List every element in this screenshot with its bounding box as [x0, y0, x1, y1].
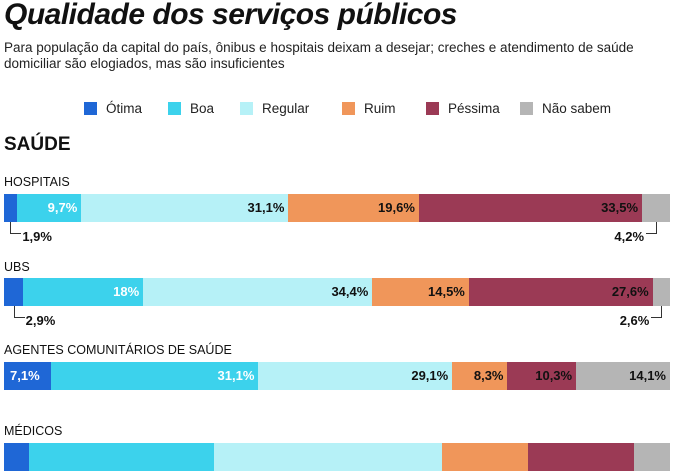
bar-row [4, 443, 670, 471]
bar-segment [258, 362, 453, 390]
legend-item: Péssima [426, 99, 500, 117]
chart-subtitle: Para população da capital do país, ônibu… [4, 40, 634, 71]
callout-value: 1,9% [22, 229, 52, 244]
value-label: 10,3% [535, 368, 573, 383]
bar-row [4, 362, 670, 390]
legend-swatch [520, 101, 533, 115]
bar-segment [507, 362, 577, 390]
bar-segment [576, 362, 670, 390]
bar-segment [418, 194, 643, 222]
row-label: AGENTES COMUNITÁRIOS DE SAÚDE [4, 343, 232, 357]
legend-item: Ótima [84, 99, 142, 117]
bar-segment [4, 362, 52, 390]
value-label: 34,4% [331, 284, 369, 299]
legend-label: Boa [190, 100, 215, 116]
legend-label: Ótima [106, 100, 143, 116]
legend-item: Boa [168, 99, 214, 117]
callout-value: 4,2% [614, 229, 645, 244]
bar-segment [214, 443, 443, 471]
callout-bracket [13, 306, 25, 318]
legend-item: Não sabem [520, 99, 611, 117]
legend-swatch [342, 101, 355, 115]
value-label: 7,1% [10, 368, 40, 383]
value-label: 18% [113, 284, 140, 299]
callout-value: 2,9% [25, 313, 56, 328]
bar-segment [28, 443, 215, 471]
bar-segment [642, 194, 670, 222]
callout-value: 2,6% [619, 313, 650, 328]
legend-label: Regular [262, 100, 310, 116]
bar-segment [16, 194, 82, 222]
value-label: 19,6% [378, 200, 415, 215]
value-label: 33,5% [601, 200, 639, 215]
bar-segment [442, 443, 528, 471]
value-label: 31,1% [217, 368, 255, 383]
bar-row [4, 194, 670, 222]
row-label: HOSPITAIS [4, 175, 70, 189]
value-label: 29,1% [411, 368, 449, 383]
legend-swatch [240, 101, 253, 115]
bar-segment [143, 278, 373, 306]
bar-segment [468, 278, 653, 306]
section-title: SAÚDE [4, 134, 71, 155]
bar-row [4, 278, 670, 306]
bar-segment [452, 362, 508, 390]
bar-segment [4, 278, 24, 306]
bar-segment [527, 443, 635, 471]
callout-bracket [646, 222, 657, 234]
legend-label: Péssima [448, 100, 500, 116]
bar-segment [288, 194, 419, 222]
legend-label: Ruim [364, 100, 396, 116]
bar-segment [23, 278, 144, 306]
value-label: 31,1% [247, 200, 285, 215]
callout-bracket [651, 306, 663, 318]
bar-segment [4, 194, 17, 222]
legend-item: Ruim [342, 99, 396, 117]
legend-swatch [168, 101, 181, 115]
legend-swatch [84, 101, 97, 115]
bar-segment [4, 443, 29, 471]
value-label: 8,3% [473, 368, 504, 383]
value-label: 27,6% [611, 284, 649, 299]
legend-item: Regular [240, 99, 309, 117]
row-label: MÉDICOS [4, 424, 63, 438]
legend: Ótima Boa Regular Ruim Péssima Não sabem [0, 99, 675, 117]
bar-segment [372, 278, 469, 306]
value-label: 14,5% [428, 284, 465, 299]
chart-title: Qualidade dos serviços públicos [4, 0, 457, 31]
row-label: UBS [4, 260, 30, 274]
bar-segment [634, 443, 670, 471]
legend-label: Não sabem [542, 100, 612, 116]
bar-segment [652, 278, 670, 306]
bar-segment [51, 362, 259, 390]
value-label: 14,1% [629, 368, 666, 383]
value-label: 9,7% [47, 200, 78, 215]
bar-segment [81, 194, 289, 222]
callout-bracket [10, 222, 22, 234]
legend-swatch [426, 101, 439, 115]
